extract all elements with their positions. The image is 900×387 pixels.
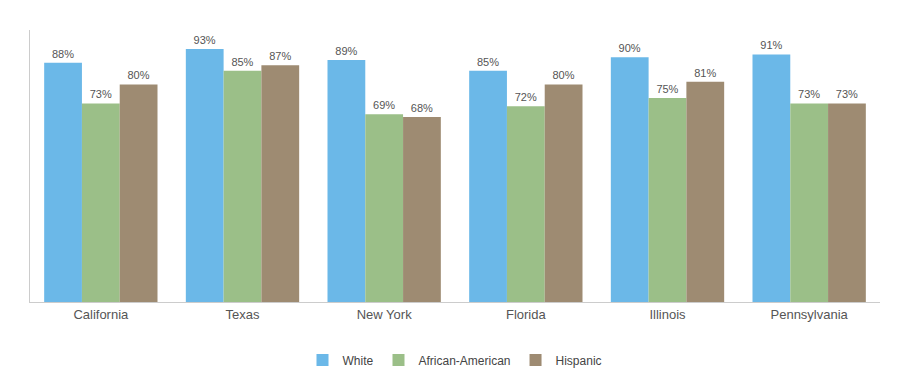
svg-text:African-American: African-American xyxy=(419,354,511,368)
svg-text:White: White xyxy=(343,354,374,368)
svg-text:73%: 73% xyxy=(836,88,858,100)
svg-text:Hispanic: Hispanic xyxy=(556,354,602,368)
svg-text:81%: 81% xyxy=(694,67,716,79)
svg-text:Florida: Florida xyxy=(506,307,547,322)
svg-text:80%: 80% xyxy=(127,69,149,81)
svg-text:73%: 73% xyxy=(90,88,112,100)
svg-text:91%: 91% xyxy=(760,39,782,51)
svg-text:90%: 90% xyxy=(619,42,641,54)
svg-text:68%: 68% xyxy=(411,102,433,114)
svg-text:Texas: Texas xyxy=(226,307,260,322)
svg-text:80%: 80% xyxy=(552,69,574,81)
svg-text:75%: 75% xyxy=(656,83,678,95)
svg-text:88%: 88% xyxy=(52,48,74,60)
svg-text:Illinois: Illinois xyxy=(649,307,686,322)
svg-text:California: California xyxy=(73,307,129,322)
svg-text:Pennsylvania: Pennsylvania xyxy=(771,307,849,322)
svg-text:73%: 73% xyxy=(798,88,820,100)
svg-text:69%: 69% xyxy=(373,99,395,111)
svg-text:87%: 87% xyxy=(269,50,291,62)
svg-text:93%: 93% xyxy=(194,34,216,46)
svg-text:89%: 89% xyxy=(335,45,357,57)
svg-text:85%: 85% xyxy=(231,56,253,68)
svg-text:New York: New York xyxy=(357,307,412,322)
svg-text:85%: 85% xyxy=(477,56,499,68)
svg-text:72%: 72% xyxy=(515,91,537,103)
